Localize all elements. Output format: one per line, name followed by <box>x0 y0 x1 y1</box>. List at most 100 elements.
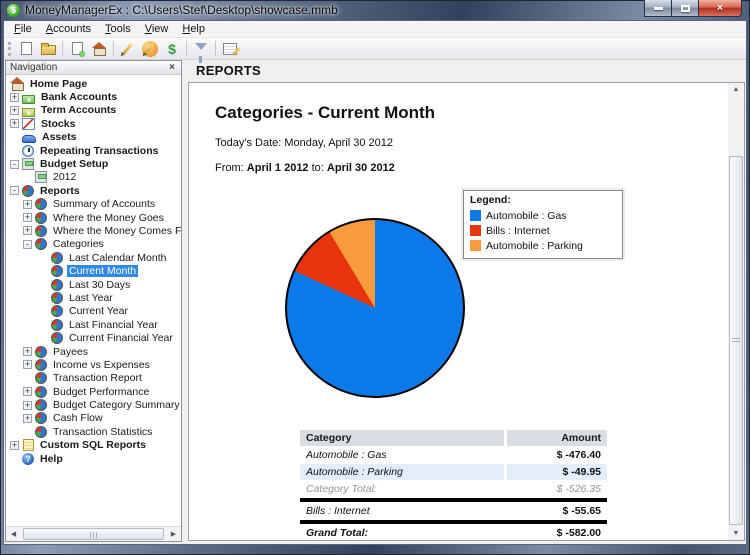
close-navigation-button[interactable]: × <box>169 61 175 73</box>
money-icon <box>22 94 35 104</box>
nav-item-summary-of-accounts[interactable]: Summary of Accounts <box>6 198 181 211</box>
scroll-down-icon[interactable]: ▼ <box>732 530 740 537</box>
report-vertical-scrollbar: ▲ ▼ <box>728 83 744 540</box>
content-area: Navigation × Home Page Bank Accounts Ter… <box>4 60 746 544</box>
nav-item-budget-performance[interactable]: Budget Performance <box>6 385 181 398</box>
organize-categories-button[interactable] <box>117 39 139 59</box>
expander-plus-icon[interactable] <box>23 413 32 423</box>
nav-item-income-vs-expenses[interactable]: Income vs Expenses <box>6 358 181 371</box>
nav-item-bank-accounts[interactable]: Bank Accounts <box>6 90 181 104</box>
amount-column-header: Amount <box>507 430 607 446</box>
close-button[interactable]: × <box>698 0 742 17</box>
nav-item-categories[interactable]: Categories <box>6 238 181 251</box>
nav-item-assets[interactable]: Assets <box>6 131 181 144</box>
menu-help[interactable]: Help <box>182 23 205 35</box>
expander-minus-icon[interactable] <box>10 159 19 169</box>
new-database-button[interactable] <box>15 39 37 59</box>
nav-item-term-accounts[interactable]: Term Accounts <box>6 104 181 117</box>
today-date-line: Today's Date: Monday, April 30 2012 <box>215 137 394 149</box>
expander-plus-icon[interactable] <box>10 119 19 129</box>
nav-item-last-financial-year[interactable]: Last Financial Year <box>6 318 181 331</box>
expander-minus-icon[interactable] <box>10 186 19 196</box>
expander-plus-icon[interactable] <box>23 226 32 236</box>
new-account-icon <box>71 42 85 57</box>
pie-chart-icon <box>35 358 47 371</box>
table-row: Automobile : Gas $ -476.40 <box>306 449 601 461</box>
nav-item-custom-sql-reports[interactable]: Custom SQL Reports <box>6 439 181 452</box>
nav-item-cash-flow[interactable]: Cash Flow <box>6 412 181 425</box>
nav-item-reports[interactable]: Reports <box>6 184 181 197</box>
expander-plus-icon[interactable] <box>23 199 32 209</box>
report-manager-button[interactable] <box>219 39 241 59</box>
expander-plus-icon[interactable] <box>23 213 32 223</box>
organize-payees-icon <box>142 40 158 57</box>
menu-tools[interactable]: Tools <box>105 23 131 35</box>
expander-plus-icon[interactable] <box>23 347 32 356</box>
nav-item-stocks[interactable]: Stocks <box>6 117 181 130</box>
expander-plus-icon[interactable] <box>10 440 19 450</box>
nav-item-payees[interactable]: Payees <box>6 345 181 358</box>
nav-item-where-the-money-goes[interactable]: Where the Money Goes <box>6 211 181 224</box>
title-bar[interactable]: $ MoneyManagerEx : C:\Users\Stef\Desktop… <box>0 0 750 20</box>
minimize-button[interactable] <box>644 0 672 17</box>
scroll-right-icon[interactable]: ▶ <box>170 530 177 538</box>
menu-view[interactable]: View <box>144 23 169 35</box>
date-range-line: From: April 1 2012 to: April 30 2012 <box>215 162 395 174</box>
home-page-button[interactable] <box>88 39 110 59</box>
nav-item-current-year[interactable]: Current Year <box>6 305 181 318</box>
pie-chart-icon <box>51 291 63 304</box>
pie-chart-icon <box>51 265 63 278</box>
open-database-button[interactable] <box>37 39 59 59</box>
chart-area: Legend: Automobile : Gas Bills : Interne… <box>215 187 718 427</box>
nav-item-help[interactable]: Help <box>6 452 181 465</box>
nav-item-transaction-statistics[interactable]: Transaction Statistics <box>6 425 181 438</box>
nav-item-repeating-transactions[interactable]: Repeating Transactions <box>6 144 181 157</box>
nav-item-budget-category-summary[interactable]: Budget Category Summary <box>6 398 181 412</box>
scroll-left-icon[interactable]: ◀ <box>10 530 17 538</box>
report-area: REPORTS Categories - Current Month Today… <box>187 60 746 544</box>
sql-report-icon <box>23 439 34 452</box>
toolbar-separator <box>62 41 63 56</box>
scroll-up-icon[interactable]: ▲ <box>732 86 740 93</box>
horizontal-scroll-thumb[interactable] <box>23 527 164 540</box>
nav-item-last-calendar-month[interactable]: Last Calendar Month <box>6 251 181 264</box>
nav-item-current-month[interactable]: Current Month <box>6 264 181 278</box>
new-account-button[interactable] <box>66 39 88 59</box>
table-divider <box>300 520 607 524</box>
menu-file[interactable]: File <box>14 23 32 35</box>
new-database-icon <box>20 42 32 55</box>
toolbar-separator <box>113 41 114 56</box>
organize-payees-button[interactable] <box>139 39 161 59</box>
expander-plus-icon[interactable] <box>10 92 19 102</box>
expander-minus-icon[interactable] <box>23 239 32 249</box>
navigation-horizontal-scrollbar: ◀ ▶ <box>6 526 181 541</box>
transaction-filter-button[interactable] <box>190 39 212 63</box>
toolbar: $ <box>4 38 746 63</box>
report-panel: Categories - Current Month Today's Date:… <box>188 82 745 541</box>
expander-plus-icon[interactable] <box>10 105 19 115</box>
money-manager-dollar-icon: $ <box>7 3 20 17</box>
expander-plus-icon[interactable] <box>23 400 32 410</box>
toolbar-grip[interactable] <box>8 41 11 56</box>
nav-item-where-the-money-comes-from[interactable]: Where the Money Comes From <box>6 224 181 237</box>
legend-swatch-blue <box>470 210 481 221</box>
menu-accounts[interactable]: Accounts <box>45 23 92 35</box>
expander-plus-icon[interactable] <box>23 387 32 397</box>
maximize-button[interactable] <box>671 0 699 17</box>
window-title: MoneyManagerEx : C:\Users\Stef\Desktop\s… <box>25 3 338 17</box>
currency-button[interactable]: $ <box>161 39 183 59</box>
legend-swatch-orange <box>470 240 481 251</box>
expander-plus-icon[interactable] <box>23 360 32 370</box>
nav-item-last-year[interactable]: Last Year <box>6 291 181 304</box>
vertical-scroll-thumb[interactable] <box>729 156 743 525</box>
nav-item-budget-setup[interactable]: Budget Setup <box>6 157 181 171</box>
nav-item-home-page[interactable]: Home Page <box>6 77 181 92</box>
nav-item-current-financial-year[interactable]: Current Financial Year <box>6 331 181 345</box>
nav-item-last-30-days[interactable]: Last 30 Days <box>6 278 181 291</box>
nav-item-transaction-report[interactable]: Transaction Report <box>6 372 181 385</box>
transaction-filter-icon <box>195 43 207 63</box>
home-icon <box>10 77 24 92</box>
table-row: Automobile : Parking $ -49.95 <box>300 464 607 480</box>
nav-item-2012[interactable]: 2012 <box>6 171 181 184</box>
